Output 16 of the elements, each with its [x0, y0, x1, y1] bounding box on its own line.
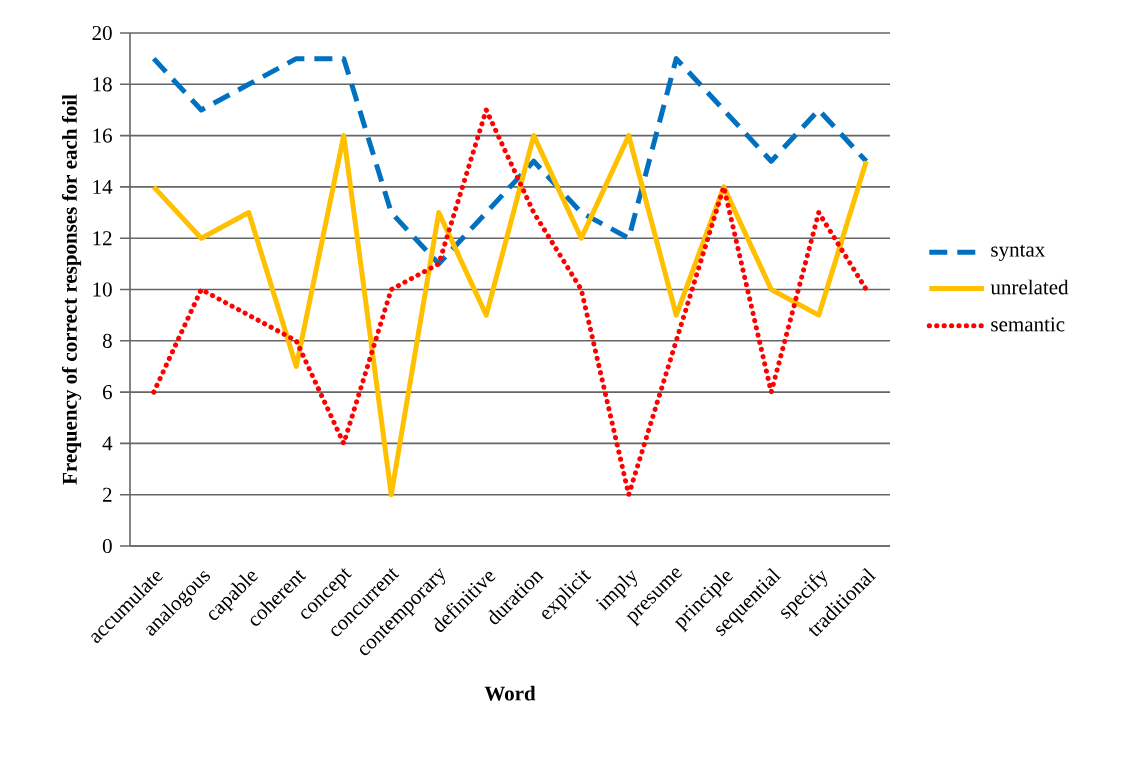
legend-label: semantic [991, 317, 1065, 332]
y-tick-label: 20 [92, 25, 112, 41]
y-tick-label: 6 [103, 385, 112, 400]
y-tick-label: 10 [93, 282, 112, 297]
y-tick-label: 16 [93, 128, 112, 143]
y-tick-label: 18 [93, 77, 112, 92]
legend-label: unrelated [990, 279, 1069, 295]
y-tick-label: 14 [93, 179, 113, 194]
y-axis-title: Frequency of correct responses for each foil [61, 94, 82, 485]
y-tick-label: 0 [102, 538, 112, 554]
y-tick-label: 8 [102, 333, 112, 348]
y-tick-label: 4 [102, 436, 113, 451]
y-tick-label: 12 [93, 231, 112, 246]
legend-label: syntax [991, 244, 1045, 261]
y-tick-label: 2 [103, 487, 112, 502]
x-axis-title: Word [484, 685, 536, 701]
